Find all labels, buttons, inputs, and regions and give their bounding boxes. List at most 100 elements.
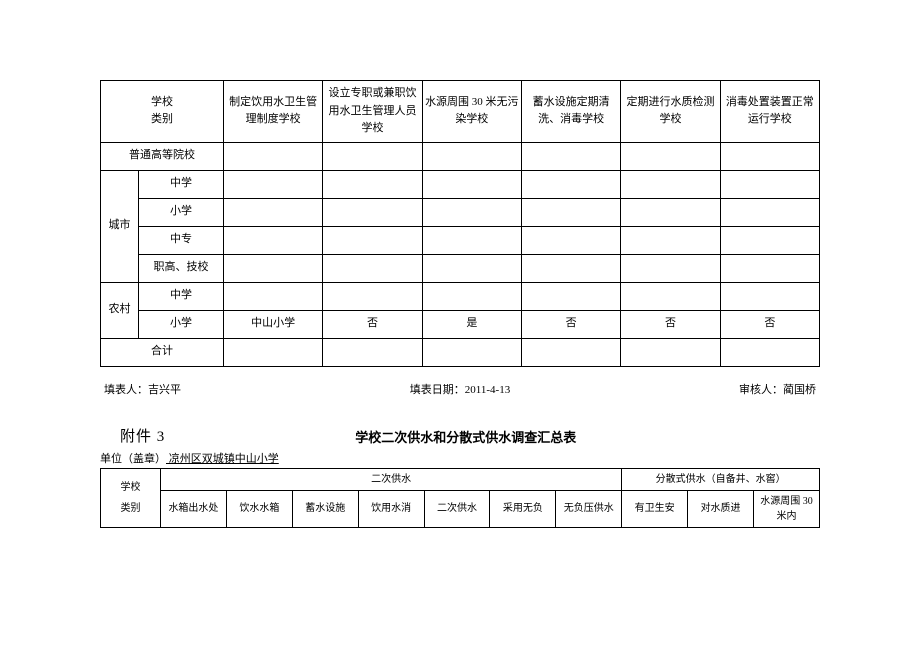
cell-rural-pri-c1: 中山小学 [224,310,323,338]
cell [720,254,819,282]
cell [521,170,620,198]
table-secondary-supply: 学校 类别 二次供水 分散式供水（自备井、水窖） 水箱出水处 饮水水箱 蓄水设施… [100,468,820,528]
cell [422,338,521,366]
header-col6: 消毒处置装置正常运行学校 [720,81,819,143]
cell [224,282,323,310]
cell [521,282,620,310]
cell [521,338,620,366]
unit-value: 凉州区双城镇中山小学 [166,453,279,465]
header-school-category: 学校 类别 [101,81,224,143]
meta-filler: 填表人：吉兴平 [104,381,181,397]
attachment-label: 附件 3 [120,425,165,446]
cell [621,226,720,254]
cell [521,198,620,226]
table-row: 小学 中山小学 否 是 否 否 否 [101,310,820,338]
header-col1: 制定饮用水卫生管理制度学校 [224,81,323,143]
row-rural-mid: 中学 [139,282,224,310]
cell [621,338,720,366]
header-col2: 设立专职或兼职饮用水卫生管理人员学校 [323,81,422,143]
auditor-label: 审核人： [739,384,783,396]
cell [323,226,422,254]
attachment-title: 学校二次供水和分散式供水调查汇总表 [355,427,576,446]
unit-row: 单位（盖章） 凉州区双城镇中山小学 [100,450,820,466]
t2-header-secondary: 二次供水 [161,468,622,490]
row-rural-pri: 小学 [139,310,224,338]
t2-c3: 蓄水设施 [292,490,358,527]
cell [521,142,620,170]
cell [720,198,819,226]
table-row: 中专 [101,226,820,254]
table-row: 城市 中学 [101,170,820,198]
header-school: 学校 [103,94,221,112]
row-city: 城市 [101,170,139,282]
t2-c5: 二次供水 [424,490,490,527]
meta-row: 填表人：吉兴平 填表日期：2011-4-13 审核人：蔺国桥 [100,381,820,397]
cell [224,170,323,198]
cell [224,338,323,366]
table-row: 农村 中学 [101,282,820,310]
table-row: 普通高等院校 [101,142,820,170]
filler-value: 吉兴平 [148,384,181,396]
cell [621,282,720,310]
cell [720,170,819,198]
row-city-voc: 中专 [139,226,224,254]
header-category: 类别 [103,111,221,129]
cell [621,198,720,226]
t2-c10: 水源周围 30 米内 [754,490,820,527]
auditor-value: 蔺国桥 [783,384,816,396]
cell [224,254,323,282]
cell [720,142,819,170]
cell [521,254,620,282]
t2-c7: 无负压供水 [556,490,622,527]
row-total: 合计 [101,338,224,366]
cell [323,142,422,170]
date-label: 填表日期： [410,384,465,396]
cell [720,282,819,310]
cell [323,282,422,310]
cell [422,226,521,254]
cell [422,198,521,226]
header-col4: 蓄水设施定期清洗、消毒学校 [521,81,620,143]
filler-label: 填表人： [104,384,148,396]
row-city-pri: 小学 [139,198,224,226]
cell [621,254,720,282]
table-school-water-survey: 学校 类别 制定饮用水卫生管理制度学校 设立专职或兼职饮用水卫生管理人员学校 水… [100,80,820,367]
t2-c9: 对水质进 [688,490,754,527]
meta-date: 填表日期：2011-4-13 [410,381,510,397]
t2-header-school-cat: 学校 类别 [101,468,161,527]
t2-header-school: 学校 [102,480,159,495]
header-col5: 定期进行水质检测学校 [621,81,720,143]
row-higher-edu: 普通高等院校 [101,142,224,170]
cell [323,254,422,282]
cell [224,226,323,254]
cell [224,142,323,170]
cell-rural-pri-c4: 否 [521,310,620,338]
cell [422,170,521,198]
cell-rural-pri-c3: 是 [422,310,521,338]
table-row: 职高、技校 [101,254,820,282]
cell-rural-pri-c2: 否 [323,310,422,338]
cell [422,254,521,282]
t2-c1: 水箱出水处 [161,490,227,527]
row-city-tech: 职高、技校 [139,254,224,282]
cell [422,142,521,170]
row-rural: 农村 [101,282,139,338]
meta-auditor: 审核人：蔺国桥 [739,381,816,397]
cell [323,338,422,366]
t2-header-category: 类别 [102,501,159,516]
cell [224,198,323,226]
attachment-header: 附件 3 学校二次供水和分散式供水调查汇总表 [100,425,820,446]
cell [422,282,521,310]
cell-rural-pri-c6: 否 [720,310,819,338]
t2-c2: 饮水水箱 [226,490,292,527]
cell [323,198,422,226]
cell [323,170,422,198]
header-col3: 水源周围 30 米无污染学校 [422,81,521,143]
cell [621,142,720,170]
unit-label: 单位（盖章） [100,453,166,465]
cell [720,226,819,254]
t2-c6: 采用无负 [490,490,556,527]
cell [720,338,819,366]
cell [521,226,620,254]
t2-c4: 饮用水消 [358,490,424,527]
